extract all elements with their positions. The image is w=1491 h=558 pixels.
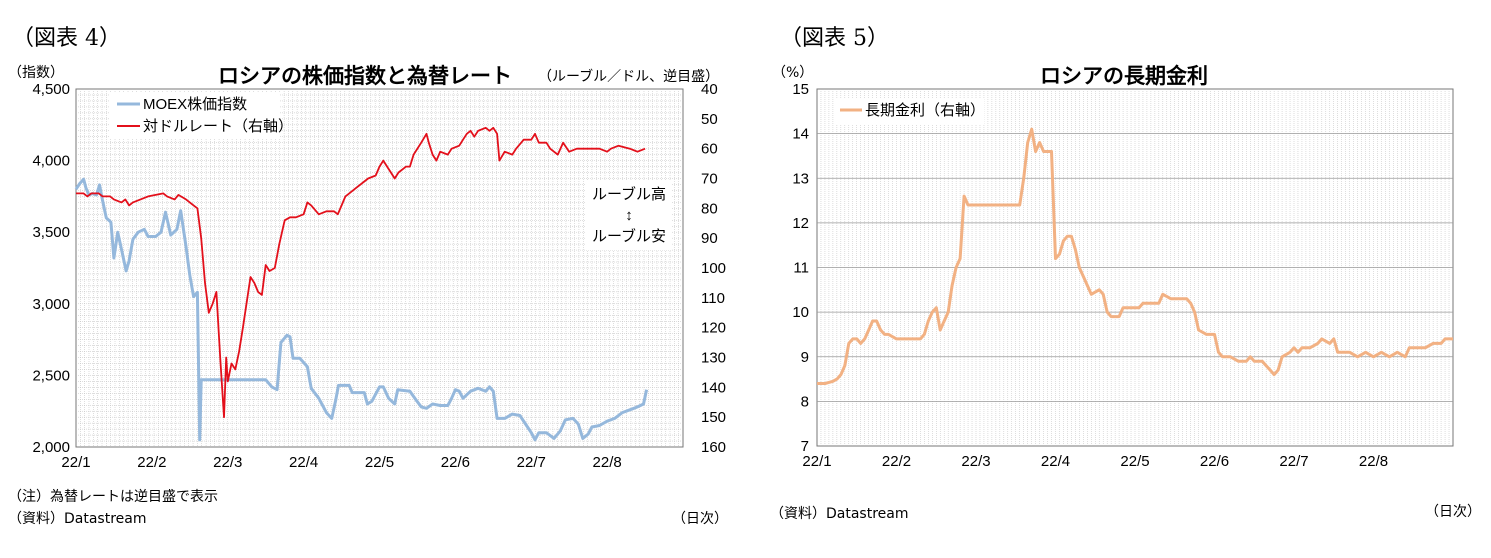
chart1-y-right-tick: 100: [701, 260, 726, 277]
chart1-title: ロシアの株価指数と為替レート: [218, 64, 512, 88]
chart2-unit: （%）: [772, 65, 814, 81]
chart1-y-right-tick: 150: [701, 409, 726, 426]
annotation-ruble-weak: ルーブル安: [592, 227, 666, 245]
chart1-plot: [74, 88, 684, 448]
chart2-x-unit: （日次）: [1425, 504, 1481, 520]
chart2-y-tick: 9: [801, 349, 809, 366]
chart1-y-right-tick: 40: [701, 81, 718, 98]
chart1-y-right-tick: 60: [701, 141, 718, 158]
chart2-title: ロシアの長期金利: [1040, 64, 1208, 88]
chart1-x-tick: 22/6: [441, 454, 470, 471]
chart1-y-left-tick: 2,000: [32, 439, 70, 456]
chart1-y-right-tick: 110: [701, 290, 725, 307]
annotation-arrow: ↕: [625, 207, 633, 224]
legend-yield: 長期金利（右軸）: [865, 102, 985, 119]
chart2-y-tick: 14: [792, 126, 809, 143]
chart1-x-tick: 22/1: [61, 454, 90, 471]
chart2-y-tick: 15: [792, 81, 809, 98]
chart1-y-left-tick: 3,000: [32, 296, 70, 313]
series-line-moex: [74, 177, 649, 442]
chart1-source: （資料）Datastream: [8, 511, 147, 527]
chart2-x-tick: 22/8: [1359, 453, 1388, 470]
series-line-rub: [76, 126, 646, 419]
chart1-x-tick: 22/2: [137, 454, 166, 471]
annotation-ruble-strong: ルーブル高: [592, 185, 666, 203]
chart2-x-tick: 22/7: [1279, 453, 1308, 470]
chart2-x-tick: 22/3: [961, 453, 990, 470]
chart2-y-tick: 8: [801, 393, 809, 410]
legend-rub: 対ドルレート（右軸）: [143, 118, 293, 135]
chart2-source: （資料）Datastream: [770, 506, 909, 522]
chart1-title-suffix: （ルーブル／ドル、逆目盛）: [538, 69, 720, 85]
chart2-y-tick: 7: [801, 438, 809, 455]
chart1-annotation: ルーブル高 ↕ ルーブル安: [586, 180, 672, 250]
chart1-x-tick: 22/5: [365, 454, 394, 471]
chart1-y-left-tick: 4,000: [32, 153, 70, 170]
chart1-y-left-tick: 2,500: [32, 367, 70, 384]
chart1-y-right-tick: 70: [701, 171, 718, 188]
chart1-y-right-tick: 80: [701, 200, 718, 217]
fig4-label: （図表 4）: [12, 26, 121, 51]
chart1-y-left-tick: 3,500: [32, 224, 70, 241]
chart1-x-tick: 22/4: [289, 454, 318, 471]
chart2-y-tick: 10: [792, 304, 809, 321]
chart2-plot: [816, 88, 1454, 447]
chart2-y-tick: 12: [792, 215, 809, 232]
chart2-x-tick: 22/5: [1120, 453, 1149, 470]
fig5-label: （図表 5）: [780, 26, 889, 51]
series-line-yield: [817, 127, 1453, 385]
chart1-note: （注）為替レートは逆目盛で表示: [8, 489, 218, 505]
chart1-y-left-tick: 4,500: [32, 81, 70, 98]
chart1-y-right-tick: 90: [701, 230, 718, 247]
chart2-x-tick: 22/2: [882, 453, 911, 470]
chart1-y-right-tick: 140: [701, 379, 726, 396]
chart1-y-right-tick: 120: [701, 320, 726, 337]
chart1-y-right-tick: 50: [701, 111, 718, 128]
chart1-x-tick: 22/7: [517, 454, 546, 471]
chart1-x-unit: （日次）: [672, 511, 728, 527]
chart2-y-tick: 11: [793, 260, 809, 277]
chart1-x-tick: 22/3: [213, 454, 242, 471]
chart1-y-right-tick: 160: [701, 439, 726, 456]
chart1-left-unit: （指数）: [8, 65, 64, 81]
chart2-x-tick: 22/4: [1041, 453, 1070, 470]
chart2-x-tick: 22/1: [802, 453, 831, 470]
chart1-y-right-tick: 130: [701, 350, 726, 367]
chart2-y-tick: 13: [792, 170, 809, 187]
chart2-x-tick: 22/6: [1200, 453, 1229, 470]
chart2-legend: 長期金利（右軸）: [834, 98, 985, 124]
legend-moex: MOEX株価指数: [143, 96, 247, 113]
chart1-x-tick: 22/8: [593, 454, 622, 471]
